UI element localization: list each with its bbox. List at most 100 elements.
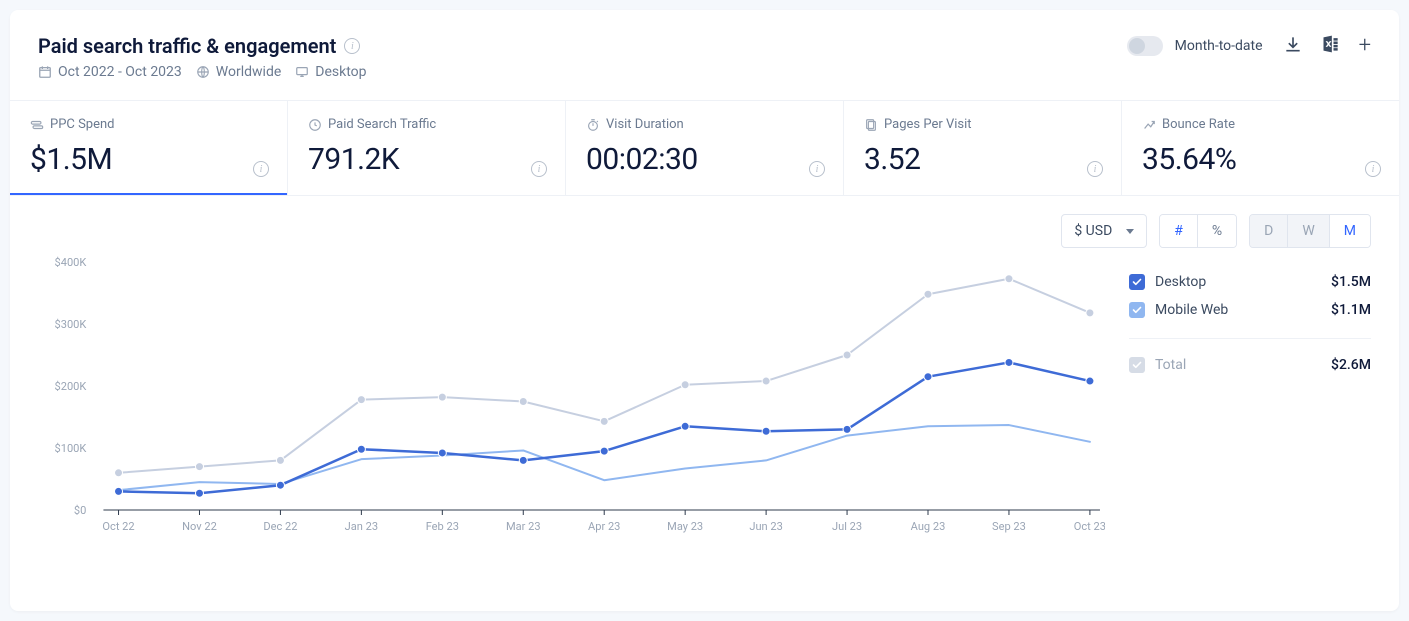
granularity-d-button[interactable]: D [1250, 215, 1288, 247]
svg-text:$400K: $400K [55, 256, 87, 269]
chart-controls: $ USD #% DWM [10, 196, 1399, 252]
info-icon[interactable]: i [1087, 161, 1103, 177]
timer-icon [586, 118, 600, 132]
legend: Desktop $1.5M Mobile Web $1.1M Total $2.6M [1129, 252, 1371, 552]
kpi-tab-bounce-rate[interactable]: Bounce Rate 35.64%i [1122, 101, 1399, 195]
paid-search-card: Paid search traffic & engagement i Oct 2… [10, 10, 1399, 611]
kpi-tabs: PPC Spend$1.5MiPaid Search Traffic791.2K… [10, 100, 1399, 196]
kpi-tab-pages-per-visit[interactable]: Pages Per Visit 3.52i [844, 101, 1122, 195]
device-filter[interactable]: Desktop [295, 64, 366, 80]
region-label: Worldwide [216, 64, 281, 80]
add-button[interactable]: + [1359, 35, 1371, 57]
info-icon[interactable]: i [344, 38, 360, 54]
svg-text:Dec 22: Dec 22 [263, 520, 297, 533]
chart-body: $0 $100K $200K $300K $400K Oct 22 Nov 22 Dec 22… [10, 252, 1399, 572]
month-to-date-toggle[interactable]: Month-to-date [1127, 36, 1263, 56]
date-range-label: Oct 2022 - Oct 2023 [58, 64, 182, 80]
calendar-icon [38, 65, 52, 79]
bounce-icon [1142, 118, 1156, 132]
info-icon[interactable]: i [531, 161, 547, 177]
kpi-label: Visit Duration [606, 117, 684, 132]
svg-text:$0: $0 [74, 504, 86, 517]
svg-text:Mar 23: Mar 23 [506, 520, 541, 533]
toggle-label: Month-to-date [1175, 38, 1263, 54]
header-left: Paid search traffic & engagement i Oct 2… [38, 34, 367, 80]
granularity-m-button[interactable]: M [1330, 215, 1370, 247]
svg-text:Aug 23: Aug 23 [911, 520, 946, 533]
legend-label: Desktop [1155, 274, 1206, 290]
download-button[interactable] [1283, 34, 1303, 58]
checkbox-icon [1129, 274, 1145, 290]
desktop-icon [295, 65, 309, 79]
excel-export-button[interactable] [1321, 34, 1341, 58]
kpi-label: PPC Spend [50, 117, 115, 132]
card-header: Paid search traffic & engagement i Oct 2… [10, 10, 1399, 100]
clock-search-icon [308, 118, 322, 132]
granularity-w-button[interactable]: W [1288, 215, 1329, 247]
meta-row: Oct 2022 - Oct 2023 Worldwide Desktop [38, 64, 367, 80]
granularity-toggle: DWM [1249, 214, 1371, 248]
spend-icon [30, 118, 44, 132]
kpi-label: Bounce Rate [1162, 117, 1235, 132]
svg-text:Sep 23: Sep 23 [992, 520, 1026, 533]
kpi-label-row: PPC Spend [30, 117, 267, 132]
chevron-down-icon [1126, 229, 1134, 234]
header-right: Month-to-date + [1127, 34, 1371, 58]
legend-label: Mobile Web [1155, 302, 1228, 318]
unit-count-button[interactable]: # [1160, 215, 1198, 247]
card-title: Paid search traffic & engagement [38, 34, 336, 58]
pages-icon [864, 118, 878, 132]
kpi-tab-paid-search-traffic[interactable]: Paid Search Traffic 791.2Ki [288, 101, 566, 195]
kpi-label: Paid Search Traffic [328, 117, 436, 132]
svg-text:May 23: May 23 [667, 520, 703, 533]
kpi-value: 791.2K [308, 142, 545, 177]
date-range-filter[interactable]: Oct 2022 - Oct 2023 [38, 64, 182, 80]
kpi-value: 3.52 [864, 142, 1101, 177]
kpi-label: Pages Per Visit [884, 117, 972, 132]
svg-text:Oct 22: Oct 22 [102, 520, 134, 533]
kpi-tab-visit-duration[interactable]: Visit Duration 00:02:30i [566, 101, 844, 195]
legend-item-desktop[interactable]: Desktop $1.5M [1129, 268, 1371, 296]
checkbox-icon [1129, 357, 1145, 373]
currency-dropdown[interactable]: $ USD [1061, 214, 1147, 248]
legend-value: $1.5M [1331, 274, 1371, 290]
svg-text:Oct 23: Oct 23 [1074, 520, 1105, 533]
globe-icon [196, 65, 210, 79]
legend-value: $2.6M [1331, 357, 1371, 373]
svg-text:Jun 23: Jun 23 [749, 520, 782, 533]
legend-value: $1.1M [1331, 302, 1371, 318]
svg-text:Jan 23: Jan 23 [345, 520, 378, 533]
kpi-label-row: Pages Per Visit [864, 117, 1101, 132]
title-row: Paid search traffic & engagement i [38, 34, 367, 58]
chart-area: $0 $100K $200K $300K $400K Oct 22 Nov 22 Dec 22… [38, 252, 1105, 552]
info-icon[interactable]: i [809, 161, 825, 177]
toggle-switch-icon [1127, 36, 1163, 56]
legend-total: Total $2.6M [1129, 338, 1371, 379]
header-actions: + [1283, 34, 1371, 58]
legend-label: Total [1155, 357, 1186, 373]
kpi-label-row: Visit Duration [586, 117, 823, 132]
line-chart: $0 $100K $200K $300K $400K Oct 22 Nov 22 Dec 22… [38, 252, 1105, 552]
region-filter[interactable]: Worldwide [196, 64, 281, 80]
svg-text:$300K: $300K [55, 318, 87, 331]
kpi-label-row: Bounce Rate [1142, 117, 1379, 132]
kpi-value: 00:02:30 [586, 142, 823, 177]
unit-toggle: #% [1159, 214, 1237, 248]
info-icon[interactable]: i [1365, 161, 1381, 177]
svg-text:$200K: $200K [55, 380, 87, 393]
unit-percent-button[interactable]: % [1198, 215, 1236, 247]
svg-text:Feb 23: Feb 23 [426, 520, 459, 533]
svg-text:Jul 23: Jul 23 [832, 520, 862, 533]
kpi-value: 35.64% [1142, 142, 1379, 177]
svg-text:Apr 23: Apr 23 [588, 520, 620, 533]
currency-label: $ USD [1074, 223, 1112, 239]
svg-text:Nov 22: Nov 22 [182, 520, 217, 533]
kpi-label-row: Paid Search Traffic [308, 117, 545, 132]
checkbox-icon [1129, 302, 1145, 318]
kpi-tab-ppc-spend[interactable]: PPC Spend $1.5Mi [10, 101, 288, 195]
legend-item-mobile-web[interactable]: Mobile Web $1.1M [1129, 296, 1371, 324]
svg-text:$100K: $100K [55, 442, 87, 455]
info-icon[interactable]: i [253, 161, 269, 177]
kpi-value: $1.5M [30, 142, 267, 177]
device-label: Desktop [315, 64, 366, 80]
